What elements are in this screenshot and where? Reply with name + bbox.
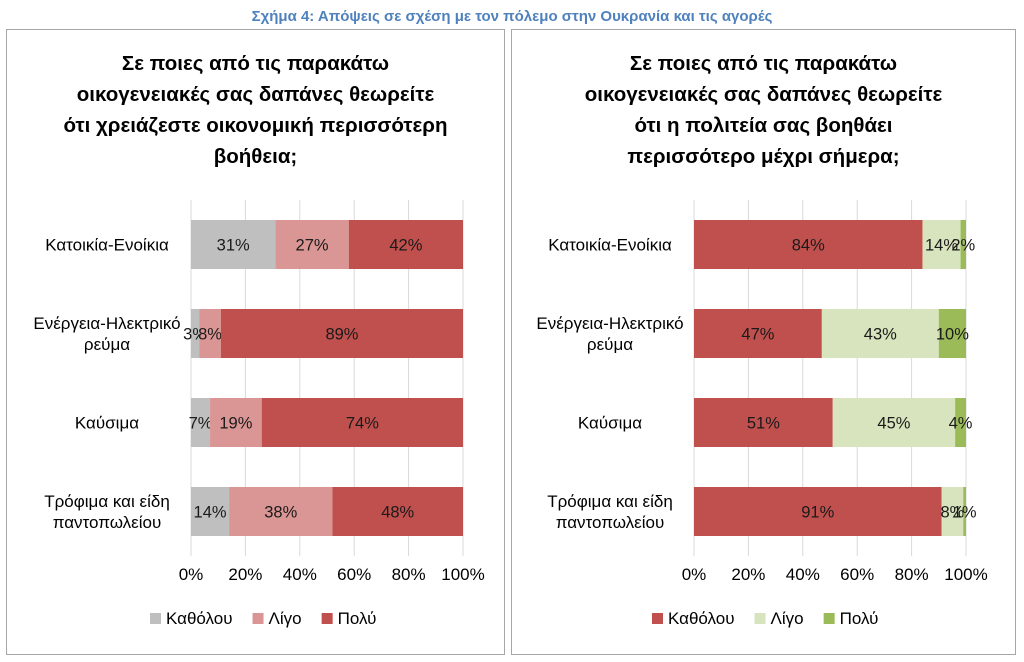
- stacked-bar-chart-right: 0% 20% 40% 60% 80% 100% 84% 14%2% Κατοικία-Ενοίκ…: [536, 200, 988, 628]
- data-label: 31%: [217, 237, 250, 255]
- chart-title-line: βοήθεια;: [213, 145, 298, 168]
- category-label: παντοπωλείου: [53, 513, 162, 532]
- category-label: Τρόφιμα και είδη: [547, 492, 673, 511]
- legend-swatch: [252, 613, 264, 624]
- bar-segment: [694, 309, 822, 358]
- legend-label: Λίγο: [771, 609, 804, 628]
- bar-segment: [963, 487, 966, 536]
- data-label: 2%: [951, 237, 975, 255]
- legend-swatch: [754, 613, 766, 624]
- category-label: Κατοικία-Ενοίκια: [45, 236, 169, 255]
- data-label: 14%: [925, 237, 958, 255]
- data-label: 4%: [949, 415, 973, 433]
- data-label: 91%: [801, 504, 834, 522]
- chart-panel-right: Σε ποιες από τις παρακάτω οικογενειακές …: [511, 29, 1016, 655]
- bar-segment: [191, 398, 211, 447]
- bar-segment: [694, 220, 923, 269]
- legend-label: Καθόλου: [668, 609, 735, 628]
- legend-swatch: [652, 613, 663, 624]
- bar-segment: [941, 487, 964, 536]
- x-tick-label: 80%: [895, 565, 929, 584]
- bar-segment: [938, 309, 966, 358]
- data-label: 48%: [381, 504, 414, 522]
- bar-segment: [332, 487, 463, 536]
- bar-segment: [960, 220, 966, 269]
- bar-segment: [275, 220, 349, 269]
- data-label: 51%: [747, 415, 780, 433]
- data-label: 74%: [346, 415, 379, 433]
- x-tick-label: 20%: [228, 565, 262, 584]
- category-label: Καύσιμα: [75, 414, 139, 433]
- bar-segment: [191, 220, 276, 269]
- chart-title-line: ότι η πολιτεία σας βοηθάει: [634, 114, 893, 137]
- bar-segment: [191, 487, 230, 536]
- bar-segment: [922, 220, 961, 269]
- legend-swatch: [150, 613, 161, 624]
- data-label: 27%: [296, 237, 329, 255]
- data-label: 10%: [936, 326, 969, 344]
- chart-title-line: Σε ποιες από τις παρακάτω: [121, 52, 390, 75]
- data-label: 84%: [792, 237, 825, 255]
- chart-panel-left: Σε ποιες από τις παρακάτω οικογενειακές …: [6, 29, 505, 655]
- category-label: Τρόφιμα και είδη: [44, 492, 170, 511]
- data-label: 8%: [940, 504, 964, 522]
- bar-segment: [210, 398, 262, 447]
- x-tick-label: 60%: [337, 565, 371, 584]
- data-label: 7%: [189, 415, 213, 433]
- bar-segment: [694, 398, 833, 447]
- legend-label: Πολύ: [840, 609, 879, 628]
- x-tick-label: 100%: [944, 565, 987, 584]
- bar-segment: [348, 220, 463, 269]
- x-tick-label: 0%: [179, 565, 204, 584]
- chart-title-left: Σε ποιες από τις παρακάτω οικογενειακές …: [7, 48, 504, 172]
- data-label: 47%: [741, 326, 774, 344]
- legend-label: Λίγο: [269, 609, 302, 628]
- data-label: 38%: [264, 504, 297, 522]
- category-label: παντοπωλείου: [556, 513, 665, 532]
- data-label: 19%: [219, 415, 252, 433]
- category-label: Ενέργεια-Ηλεκτρικό: [33, 314, 180, 333]
- data-label: 42%: [389, 237, 422, 255]
- category-label: ρεύμα: [587, 335, 633, 354]
- category-label: Καύσιμα: [578, 414, 642, 433]
- data-label: 45%: [877, 415, 910, 433]
- bar-segment: [199, 309, 221, 358]
- chart-title-right: Σε ποιες από τις παρακάτω οικογενειακές …: [512, 48, 1015, 172]
- category-label: ρεύμα: [84, 335, 130, 354]
- bar-segment: [229, 487, 333, 536]
- stacked-bar-chart-left: 0% 20% 40% 60% 80% 100% 31% 27% 42% Κατοικία-Ενοί…: [33, 200, 485, 628]
- category-label: Κατοικία-Ενοίκια: [548, 236, 672, 255]
- chart-title-line: ότι χρειάζεστε οικονομική περισσότερη: [63, 114, 448, 137]
- data-label: 1%: [953, 504, 977, 522]
- x-tick-label: 80%: [392, 565, 426, 584]
- legend-label: Καθόλου: [166, 609, 233, 628]
- legend-label: Πολύ: [338, 609, 377, 628]
- x-tick-label: 60%: [840, 565, 874, 584]
- category-label: Ενέργεια-Ηλεκτρικό: [536, 314, 683, 333]
- figure-title: Σχήμα 4: Απόψεις σε σχέση με τον πόλεμο …: [251, 8, 773, 25]
- data-label: 14%: [194, 504, 227, 522]
- x-tick-label: 40%: [786, 565, 820, 584]
- data-label: 8%: [198, 326, 222, 344]
- bar-segment: [955, 398, 966, 447]
- data-label: 89%: [325, 326, 358, 344]
- bar-segment: [261, 398, 463, 447]
- x-tick-label: 0%: [682, 565, 707, 584]
- bar-segment: [220, 309, 463, 358]
- chart-title-line: Σε ποιες από τις παρακάτω: [629, 52, 898, 75]
- data-label: 43%: [864, 326, 897, 344]
- x-tick-label: 100%: [441, 565, 484, 584]
- chart-title-line: οικογενειακές σας δαπάνες θεωρείτε: [584, 83, 943, 106]
- bar-segment: [821, 309, 939, 358]
- bar-segment: [832, 398, 956, 447]
- bar-segment: [694, 487, 942, 536]
- legend-swatch: [321, 613, 333, 624]
- x-tick-label: 40%: [283, 565, 317, 584]
- bar-segment: [191, 309, 200, 358]
- x-tick-label: 20%: [731, 565, 765, 584]
- chart-title-line: οικογενειακές σας δαπάνες θεωρείτε: [76, 83, 435, 106]
- chart-title-line: περισσότερο μέχρι σήμερα;: [627, 145, 900, 168]
- legend-swatch: [823, 613, 835, 624]
